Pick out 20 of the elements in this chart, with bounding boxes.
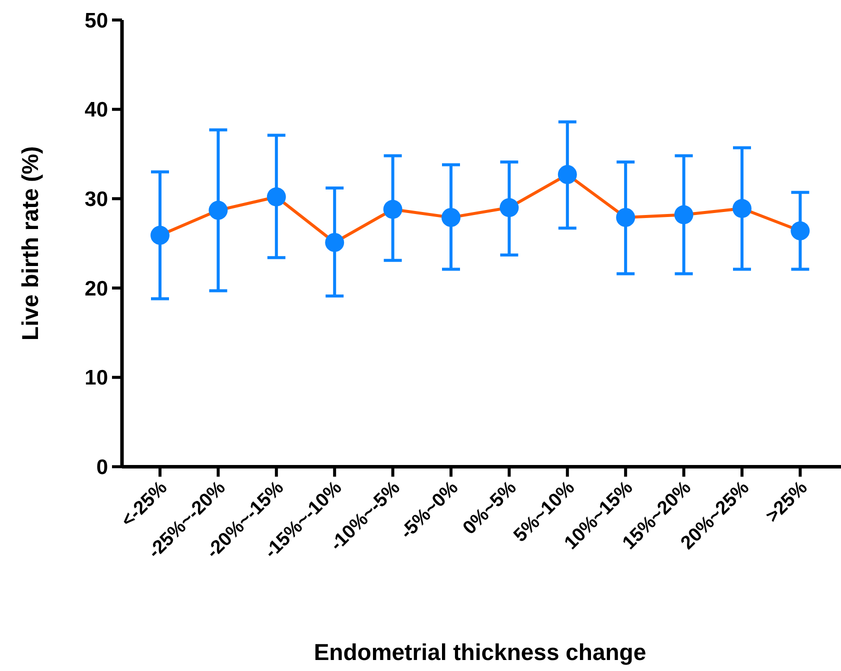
- y-tick-label: 0: [96, 456, 108, 480]
- y-tick-label: 30: [84, 188, 108, 212]
- point: [208, 200, 228, 220]
- point: [616, 208, 636, 227]
- y-tick-label: 50: [84, 9, 108, 32]
- y-tick-label: 40: [84, 98, 108, 122]
- point: [558, 165, 577, 184]
- point: [674, 205, 694, 224]
- point: [266, 187, 286, 206]
- point: [150, 226, 170, 245]
- y-tick-label: 10: [84, 366, 108, 390]
- y-axis-title: Live birth rate (%): [17, 146, 43, 340]
- point: [383, 200, 402, 219]
- y-tick-label: 20: [84, 277, 108, 300]
- point: [442, 208, 460, 227]
- x-axis-title: Endometrial thickness change: [314, 639, 646, 665]
- point: [500, 198, 519, 218]
- point: [325, 232, 344, 252]
- point: [732, 199, 752, 218]
- point: [790, 221, 810, 240]
